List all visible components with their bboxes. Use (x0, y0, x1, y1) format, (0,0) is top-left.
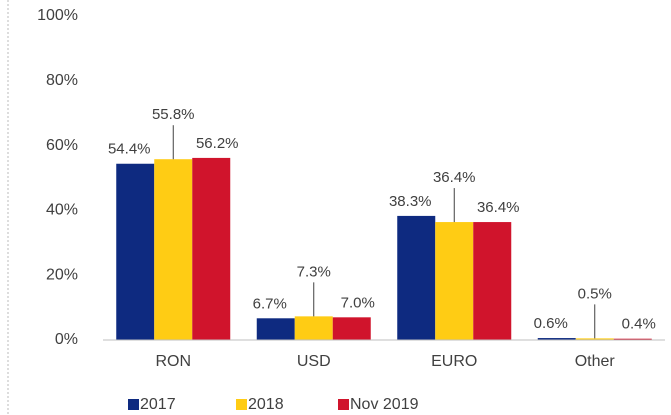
legend-label: 2018 (248, 396, 284, 413)
y-tick-label: 80% (46, 72, 78, 89)
data-label: 55.8% (152, 106, 195, 123)
legend-label: Nov 2019 (350, 396, 419, 413)
bar (435, 222, 474, 340)
bar (294, 316, 333, 340)
bar (192, 157, 231, 340)
data-label: 0.5% (578, 285, 612, 302)
data-label: 56.2% (196, 135, 239, 152)
x-tick-label: Other (575, 353, 616, 370)
data-label: 0.4% (622, 316, 656, 333)
data-label: 0.6% (534, 315, 568, 332)
bar (537, 338, 576, 340)
y-tick-label: 40% (46, 202, 78, 219)
bar (613, 338, 652, 340)
bar (116, 163, 155, 340)
legend-swatch (128, 399, 139, 410)
data-label: 7.3% (297, 263, 331, 280)
bar (397, 215, 436, 340)
data-label: 6.7% (253, 295, 287, 312)
y-tick-label: 60% (46, 137, 78, 154)
bar (473, 222, 512, 340)
x-tick-label: RON (155, 353, 191, 370)
data-label: 54.4% (108, 141, 151, 158)
data-label: 38.3% (389, 193, 432, 210)
bar (575, 338, 614, 340)
legend-label: 2017 (140, 396, 176, 413)
data-label: 36.4% (433, 169, 476, 186)
data-label: 7.0% (341, 294, 375, 311)
bar (154, 159, 193, 340)
legend-swatch (338, 399, 349, 410)
y-tick-label: 20% (46, 266, 78, 283)
x-tick-label: USD (297, 353, 331, 370)
x-tick-label: EURO (431, 353, 477, 370)
data-label: 36.4% (477, 199, 520, 216)
y-tick-label: 100% (37, 7, 78, 24)
legend-swatch (236, 399, 247, 410)
bar (256, 318, 295, 340)
y-tick-label: 0% (55, 331, 78, 348)
bar (332, 317, 371, 340)
